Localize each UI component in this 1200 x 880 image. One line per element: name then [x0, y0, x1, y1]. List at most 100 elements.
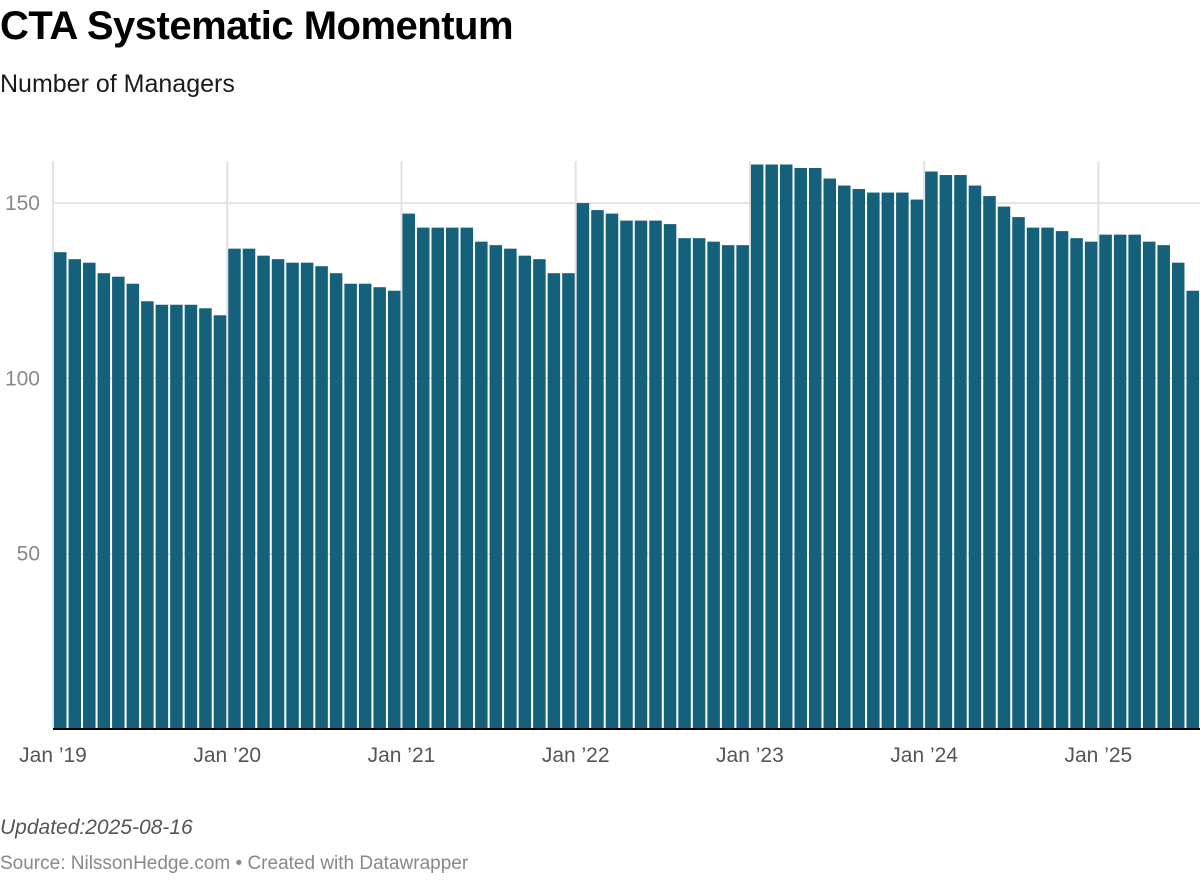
bar	[808, 168, 822, 730]
bar	[997, 206, 1011, 729]
bar	[286, 262, 299, 729]
bar	[460, 227, 474, 729]
y-tick-label: 150	[5, 192, 40, 215]
bar	[1142, 241, 1156, 729]
x-tick-label: Jan ’22	[542, 744, 610, 767]
bar	[358, 283, 372, 729]
bar	[823, 178, 837, 729]
bar	[402, 213, 415, 729]
bar	[1128, 234, 1141, 729]
bar	[504, 248, 517, 729]
bar	[881, 192, 895, 730]
bar	[1070, 238, 1083, 729]
x-tick-label: Jan ’20	[193, 744, 261, 767]
bar	[1026, 227, 1040, 729]
bar	[765, 164, 778, 729]
bar	[939, 175, 953, 730]
bar	[373, 287, 386, 729]
bar	[576, 203, 590, 729]
bar	[170, 304, 183, 729]
bar	[736, 245, 749, 730]
bar	[155, 304, 169, 729]
bar	[562, 273, 575, 729]
bar	[983, 196, 996, 729]
bar	[925, 171, 938, 729]
chart-subtitle: Number of Managers	[0, 70, 235, 98]
x-tick-label: Jan ’23	[716, 744, 784, 767]
bar	[896, 192, 909, 730]
datawrapper-credit[interactable]: Created with Datawrapper	[247, 853, 469, 874]
bar	[112, 276, 125, 729]
bar	[663, 224, 677, 729]
bars	[54, 164, 1199, 730]
bar	[779, 164, 793, 729]
bar	[54, 252, 67, 729]
bar	[199, 308, 212, 729]
bar-chart: 50 100 150 Jan ’19 Jan ’20 Jan ’21 Jan ’22 Jan …	[5, 161, 1200, 767]
bar	[591, 210, 604, 729]
x-tick-label: Jan ’25	[1065, 744, 1133, 767]
bar	[213, 315, 227, 729]
bar	[620, 220, 633, 730]
bar	[344, 283, 357, 729]
bar	[910, 199, 924, 730]
bar	[1055, 231, 1069, 729]
bar	[1157, 245, 1170, 730]
bar	[707, 241, 720, 729]
bar	[242, 248, 256, 729]
bar	[257, 255, 270, 729]
bar	[954, 175, 967, 730]
bar	[329, 273, 343, 729]
bar	[692, 238, 706, 729]
bar	[649, 220, 662, 730]
source-link[interactable]: NilssonHedge.com	[70, 853, 231, 874]
bar	[1012, 217, 1025, 729]
bar	[126, 283, 140, 729]
bar	[1041, 227, 1054, 729]
bar	[228, 248, 241, 729]
bar	[533, 259, 546, 729]
tick-labels: 50 100 150 Jan ’19 Jan ’20 Jan ’21 Jan ’22 Jan …	[5, 192, 1132, 767]
x-tick-label: Jan ’24	[890, 744, 958, 767]
bar	[315, 266, 328, 729]
bar	[1113, 234, 1127, 729]
bar	[838, 185, 851, 729]
bar	[750, 164, 764, 729]
bar	[721, 245, 735, 730]
bar	[271, 259, 285, 729]
bar	[184, 304, 198, 729]
bar	[431, 227, 445, 729]
updated-note: Updated:2025-08-16	[0, 816, 193, 839]
bar	[867, 192, 880, 730]
bar	[852, 189, 866, 729]
bar	[968, 185, 982, 729]
bar	[1171, 262, 1185, 729]
x-tick-label: Jan ’19	[19, 744, 87, 767]
bar	[1099, 234, 1112, 729]
bar	[678, 238, 691, 729]
bar	[416, 227, 430, 729]
bar	[141, 301, 154, 729]
x-tick-label: Jan ’21	[368, 744, 436, 767]
bar	[518, 255, 532, 729]
chart-title: CTA Systematic Momentum	[0, 4, 514, 48]
bar	[1186, 290, 1199, 729]
source-line: Source: NilssonHedge.com • Created with …	[0, 853, 468, 875]
bar	[83, 262, 96, 729]
source-prefix: Source:	[0, 853, 71, 874]
bar	[634, 220, 648, 730]
bar	[387, 290, 401, 729]
bar	[547, 273, 561, 729]
bar	[794, 168, 807, 730]
bar	[475, 241, 488, 729]
bar	[489, 245, 503, 730]
bar	[1084, 241, 1098, 729]
source-separator: •	[230, 853, 248, 874]
bar	[605, 213, 619, 729]
bar	[300, 262, 314, 729]
y-tick-label: 50	[17, 543, 40, 566]
y-tick-label: 100	[5, 367, 40, 390]
bar	[68, 259, 82, 729]
bar	[97, 273, 111, 729]
bar	[446, 227, 459, 729]
